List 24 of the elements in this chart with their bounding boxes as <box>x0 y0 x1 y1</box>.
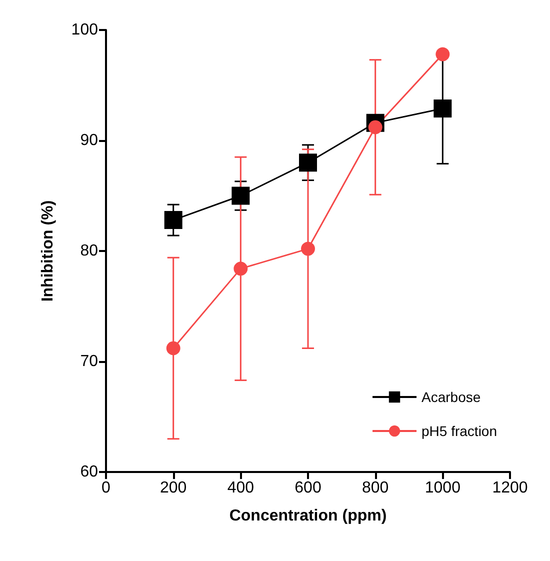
point <box>299 154 317 172</box>
point <box>232 186 250 205</box>
x-tick-label: 1200 <box>492 480 528 496</box>
point <box>164 211 182 230</box>
x-axis-title: Concentration (ppm) <box>229 508 387 524</box>
x-tick-label: 400 <box>227 480 254 496</box>
legend-label: Acarbose <box>422 389 481 405</box>
y-axis-title: Inhibition (%) <box>40 200 56 302</box>
y-tick-label: 60 <box>80 464 98 480</box>
x-tick-label: 0 <box>102 480 111 496</box>
y-tick-label: 100 <box>71 22 98 38</box>
y-tick-label: 80 <box>80 242 98 260</box>
x-tick-label: 600 <box>294 480 322 496</box>
point <box>436 47 450 62</box>
point <box>234 262 248 276</box>
point <box>301 242 315 256</box>
x-tick-label: 1000 <box>424 480 461 496</box>
point <box>434 99 452 118</box>
x-tick-label: 200 <box>160 480 187 496</box>
x-tick-label: 800 <box>362 480 389 496</box>
point <box>166 341 180 356</box>
legend-label: pH5 fraction <box>422 423 497 439</box>
y-tick-label: 90 <box>80 132 98 149</box>
y-tick-label: 70 <box>80 353 98 370</box>
